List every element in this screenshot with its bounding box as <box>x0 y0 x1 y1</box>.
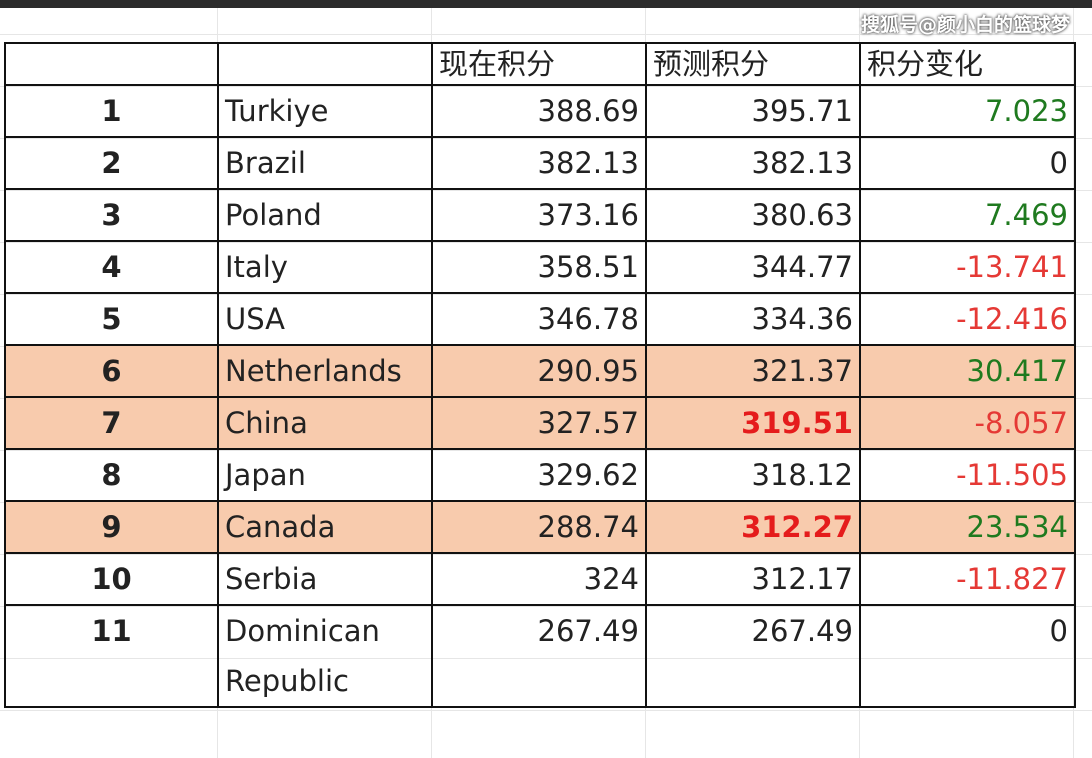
points-change: -11.505 <box>859 448 1076 502</box>
predicted-points: 334.36 <box>645 292 861 346</box>
country-cell: Brazil <box>217 136 433 190</box>
table-row: 6 Netherlands 290.95 321.37 30.417 <box>4 344 1076 398</box>
table-row: 10 Serbia 324 312.17 -11.827 <box>4 552 1076 606</box>
current-points: 388.69 <box>431 84 647 138</box>
header-cell: 现在积分 <box>431 42 647 86</box>
predicted-points: 395.71 <box>645 84 861 138</box>
country-cell: Japan <box>217 448 433 502</box>
current-points: 329.62 <box>431 448 647 502</box>
score-table: 现在积分 预测积分 积分变化 1 Turkiye 388.69 395.71 7.023 2 Br… <box>4 42 1076 708</box>
current-points: 288.74 <box>431 500 647 554</box>
header-cell <box>4 42 219 86</box>
rank-cell: 8 <box>4 448 219 502</box>
rank-cell: 3 <box>4 188 219 242</box>
points-change: -11.827 <box>859 552 1076 606</box>
rank-cell: 4 <box>4 240 219 294</box>
current-points: 290.95 <box>431 344 647 398</box>
predicted-points: 382.13 <box>645 136 861 190</box>
table-row: 9 Canada 288.74 312.27 23.534 <box>4 500 1076 554</box>
current-points: 373.16 <box>431 188 647 242</box>
country-cell: Poland <box>217 188 433 242</box>
table-row: 4 Italy 358.51 344.77 -13.741 <box>4 240 1076 294</box>
table-row: 8 Japan 329.62 318.12 -11.505 <box>4 448 1076 502</box>
table-row: 3 Poland 373.16 380.63 7.469 <box>4 188 1076 242</box>
country-cell: Canada <box>217 500 433 554</box>
country-cell: USA <box>217 292 433 346</box>
predicted-points: 344.77 <box>645 240 861 294</box>
predicted-points: 318.12 <box>645 448 861 502</box>
header-cell: 积分变化 <box>859 42 1076 86</box>
current-points: 346.78 <box>431 292 647 346</box>
country-cell: Serbia <box>217 552 433 606</box>
predicted-points: 380.63 <box>645 188 861 242</box>
predicted-points: 312.17 <box>645 552 861 606</box>
table-row: 7 China 327.57 319.51 -8.057 <box>4 396 1076 450</box>
rank-cell: 10 <box>4 552 219 606</box>
table-row: 11 Dominican Republic 267.49 267.49 0 <box>4 604 1076 708</box>
current-points: 324 <box>431 552 647 606</box>
header-cell: 预测积分 <box>645 42 861 86</box>
rank-cell: 5 <box>4 292 219 346</box>
top-bar <box>0 0 1092 8</box>
country-cell: Netherlands <box>217 344 433 398</box>
rank-cell: 1 <box>4 84 219 138</box>
points-change: -13.741 <box>859 240 1076 294</box>
rank-cell: 6 <box>4 344 219 398</box>
predicted-points: 267.49 <box>645 604 861 708</box>
points-change: 0 <box>859 136 1076 190</box>
country-cell: Turkiye <box>217 84 433 138</box>
watermark: 搜狐号@颜小白的篮球梦 <box>860 14 1070 36</box>
points-change: -12.416 <box>859 292 1076 346</box>
predicted-points: 321.37 <box>645 344 861 398</box>
points-change: 30.417 <box>859 344 1076 398</box>
header-row: 现在积分 预测积分 积分变化 <box>4 42 1076 86</box>
points-change: 23.534 <box>859 500 1076 554</box>
current-points: 327.57 <box>431 396 647 450</box>
current-points: 358.51 <box>431 240 647 294</box>
predicted-points: 319.51 <box>645 396 861 450</box>
current-points: 382.13 <box>431 136 647 190</box>
country-cell: Italy <box>217 240 433 294</box>
rank-cell: 2 <box>4 136 219 190</box>
points-change: 0 <box>859 604 1076 708</box>
table-row: 5 USA 346.78 334.36 -12.416 <box>4 292 1076 346</box>
points-change: 7.469 <box>859 188 1076 242</box>
country-cell: Dominican Republic <box>217 604 433 708</box>
header-cell <box>217 42 433 86</box>
country-cell: China <box>217 396 433 450</box>
predicted-points: 312.27 <box>645 500 861 554</box>
rank-cell: 9 <box>4 500 219 554</box>
current-points: 267.49 <box>431 604 647 708</box>
table-row: 2 Brazil 382.13 382.13 0 <box>4 136 1076 190</box>
rank-cell: 7 <box>4 396 219 450</box>
points-change: 7.023 <box>859 84 1076 138</box>
table-row: 1 Turkiye 388.69 395.71 7.023 <box>4 84 1076 138</box>
points-change: -8.057 <box>859 396 1076 450</box>
rank-cell: 11 <box>4 604 219 708</box>
